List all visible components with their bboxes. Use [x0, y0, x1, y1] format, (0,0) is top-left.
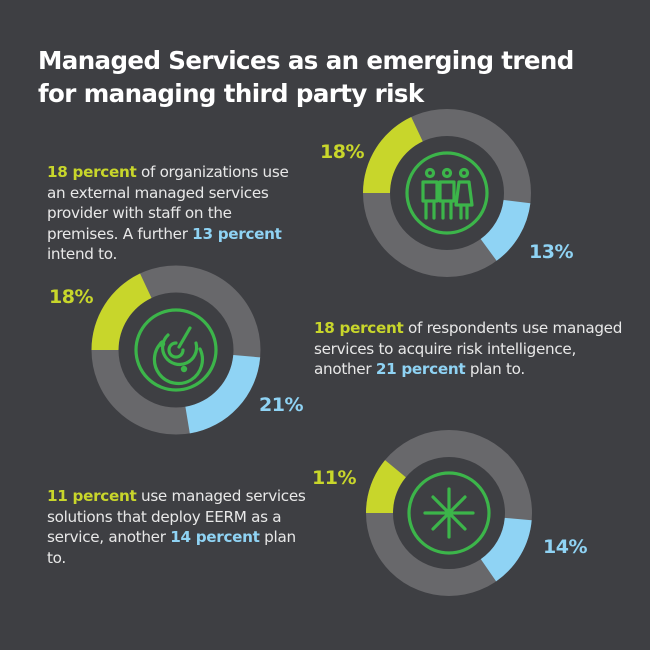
title-line-2: for managing third party risk	[38, 79, 424, 108]
highlight-use: 18 percent	[47, 163, 137, 181]
highlight-use: 11 percent	[47, 487, 137, 505]
stat-text-body: of organizations use an external managed…	[47, 163, 289, 243]
stat-text-body: use managed services solutions that depl…	[47, 487, 306, 546]
donut-1-plan-label: 13%	[529, 241, 573, 263]
donut-3-plan-segment	[480, 517, 532, 582]
highlight-plan: 14 percent	[170, 528, 260, 546]
title-line-1: Managed Services as an emerging trend	[38, 46, 574, 75]
stat-text-tail: plan to.	[465, 360, 525, 378]
stat-text-2: 18 percent of respondents use managed se…	[314, 318, 634, 380]
donut-1-plan-segment	[480, 199, 531, 261]
people-group-icon	[405, 151, 489, 235]
donut-2-use-label: 18%	[49, 286, 93, 308]
donut-3-use-segment	[366, 460, 406, 513]
donut-2-plan-segment	[185, 355, 261, 434]
donut-1-use-label: 18%	[320, 141, 364, 163]
stat-text-tail: intend to.	[47, 245, 118, 263]
highlight-use: 18 percent	[314, 319, 404, 337]
radar-icon	[134, 308, 218, 392]
stat-text-tail: plan to.	[47, 528, 296, 567]
highlight-plan: 21 percent	[375, 360, 466, 378]
donut-1-use-segment	[363, 116, 423, 193]
highlight-plan: 13 percent	[192, 224, 282, 243]
donut-3-use-label: 11%	[312, 467, 356, 489]
donut-2-use-segment	[91, 273, 152, 350]
donut-2-plan-label: 21%	[259, 394, 303, 416]
stat-text-body: of respondents use managed services to a…	[314, 319, 623, 378]
stat-text-1: 18 percent of organizations use an exter…	[47, 162, 307, 265]
stat-text-3: 11 percent use managed services solution…	[47, 486, 317, 568]
donut-3-plan-label: 14%	[543, 536, 587, 558]
page-title: Managed Services as an emerging trend fo…	[38, 44, 618, 110]
asterisk-icon	[407, 471, 491, 555]
